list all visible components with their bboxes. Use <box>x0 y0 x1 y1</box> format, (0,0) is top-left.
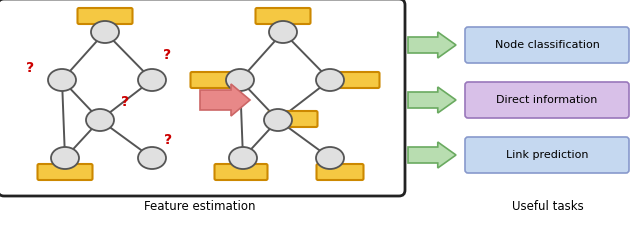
Text: Direct information: Direct information <box>496 95 598 105</box>
Ellipse shape <box>316 147 344 169</box>
Ellipse shape <box>86 109 114 131</box>
FancyBboxPatch shape <box>317 164 364 180</box>
Ellipse shape <box>269 21 297 43</box>
Polygon shape <box>200 84 250 116</box>
FancyBboxPatch shape <box>465 137 629 173</box>
Polygon shape <box>408 32 456 58</box>
Text: ?: ? <box>164 133 172 147</box>
Text: Link prediction: Link prediction <box>506 150 588 160</box>
Text: ?: ? <box>121 95 129 109</box>
Polygon shape <box>408 87 456 113</box>
FancyBboxPatch shape <box>38 164 93 180</box>
Text: Feature estimation: Feature estimation <box>144 200 256 213</box>
Ellipse shape <box>91 21 119 43</box>
Text: ?: ? <box>163 48 171 62</box>
FancyBboxPatch shape <box>0 0 405 196</box>
Ellipse shape <box>316 69 344 91</box>
Ellipse shape <box>264 109 292 131</box>
FancyBboxPatch shape <box>77 8 132 24</box>
FancyBboxPatch shape <box>191 72 234 88</box>
FancyBboxPatch shape <box>255 8 310 24</box>
FancyBboxPatch shape <box>214 164 268 180</box>
Ellipse shape <box>138 69 166 91</box>
Text: ?: ? <box>26 61 34 75</box>
Ellipse shape <box>138 147 166 169</box>
Ellipse shape <box>48 69 76 91</box>
Ellipse shape <box>226 69 254 91</box>
FancyBboxPatch shape <box>465 27 629 63</box>
Ellipse shape <box>229 147 257 169</box>
FancyBboxPatch shape <box>269 111 317 127</box>
FancyBboxPatch shape <box>337 72 380 88</box>
Text: Useful tasks: Useful tasks <box>512 200 584 213</box>
FancyBboxPatch shape <box>465 82 629 118</box>
Ellipse shape <box>51 147 79 169</box>
Polygon shape <box>408 142 456 168</box>
Text: Node classification: Node classification <box>495 40 600 50</box>
